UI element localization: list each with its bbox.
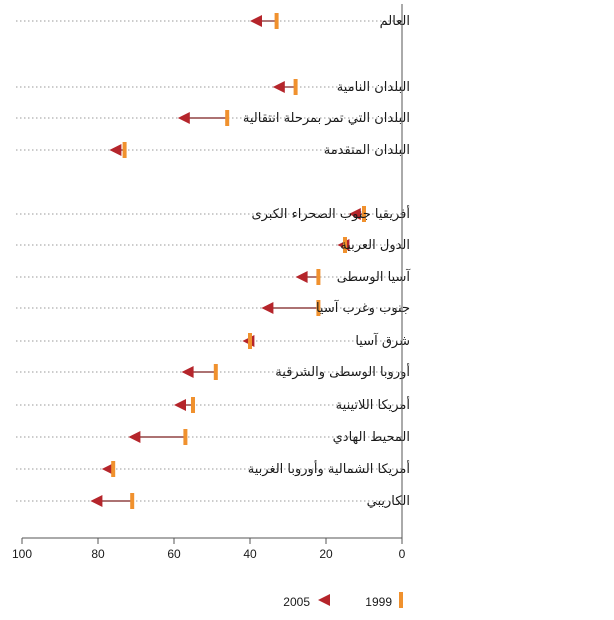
marker-1999	[274, 13, 279, 29]
marker-1999	[130, 493, 135, 509]
marker-1999	[183, 429, 188, 445]
category-label: المحيط الهادي	[333, 430, 410, 445]
legend-marker-2005	[318, 594, 330, 606]
plot-marks	[90, 13, 366, 509]
x-tick-label: 60	[167, 547, 181, 561]
marker-2005	[250, 15, 262, 27]
x-tick-label: 40	[243, 547, 257, 561]
category-label: جنوب وغرب آسيا	[316, 299, 410, 316]
marker-1999	[122, 142, 127, 158]
x-tick-label: 80	[91, 547, 105, 561]
marker-2005	[90, 495, 103, 507]
category-label: أمريكا اللاتينية	[336, 396, 410, 413]
category-label: الدول العربية	[340, 238, 410, 253]
marker-1999	[191, 397, 195, 413]
category-label: البلدان المتقدمة	[324, 143, 410, 158]
category-label: آسيا الوسطى	[337, 268, 412, 285]
category-label: الكاريبي	[367, 494, 410, 509]
marker-2005	[181, 366, 194, 378]
category-label: أفريقيا جنوب الصحراء الكبرى	[251, 205, 410, 222]
marker-2005	[348, 208, 361, 220]
category-label: البلدان النامية	[337, 80, 410, 95]
marker-1999	[111, 461, 116, 477]
marker-2005	[177, 112, 190, 124]
marker-1999	[248, 333, 252, 349]
legend-label-1999: 1999	[365, 595, 392, 609]
row-guides	[16, 20, 402, 502]
legend-label-2005: 2005	[283, 595, 310, 609]
x-tick-label: 0	[399, 547, 406, 561]
x-tick-label: 20	[319, 547, 333, 561]
marker-2005	[128, 431, 141, 443]
legend: 1999 2005	[283, 592, 403, 609]
marker-2005	[174, 399, 186, 411]
x-axis: 100 80 60 40 20 0	[12, 4, 406, 561]
marker-2005	[272, 81, 285, 93]
marker-2005	[295, 271, 308, 283]
marker-2005	[101, 463, 114, 475]
marker-2005	[109, 144, 122, 156]
category-label: أوروبا الوسطى والشرقية	[275, 363, 410, 380]
marker-2005	[261, 302, 274, 314]
category-label: البلدان التي تمر بمرحلة انتقالية	[243, 111, 410, 126]
marker-1999	[225, 110, 230, 126]
category-label: العالم	[380, 14, 410, 29]
x-tick-label: 100	[12, 547, 32, 561]
marker-1999	[343, 237, 347, 253]
category-labels: العالم البلدان النامية البلدان التي تمر بم…	[243, 14, 411, 509]
category-label: شرق آسيا	[355, 332, 410, 349]
marker-1999	[293, 79, 298, 95]
legend-marker-1999	[399, 592, 403, 608]
marker-1999	[316, 269, 321, 285]
marker-1999	[362, 206, 366, 222]
marker-1999	[213, 364, 218, 380]
marker-1999	[316, 300, 321, 316]
category-label: أمريكا الشمالية وأوروبا الغربية	[248, 460, 410, 477]
